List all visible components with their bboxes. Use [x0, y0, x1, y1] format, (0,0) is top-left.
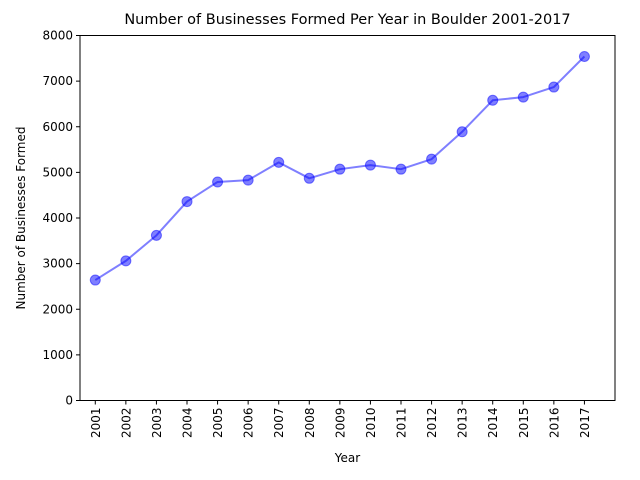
chart-title: Number of Businesses Formed Per Year in …: [124, 12, 570, 28]
plot-area: [89, 50, 590, 286]
data-point: [426, 153, 438, 165]
x-tick-label: 2009: [333, 408, 347, 439]
y-tick-label: 5000: [42, 165, 73, 179]
x-tick-label: 2017: [578, 408, 592, 439]
x-tick-label: 2014: [486, 408, 500, 439]
data-point: [487, 94, 499, 106]
data-point: [456, 126, 468, 138]
x-tick-label: 2011: [395, 408, 409, 439]
x-tick-label: 2001: [89, 408, 103, 439]
data-point: [89, 274, 101, 286]
y-tick-label: 0: [65, 394, 73, 408]
data-point: [548, 81, 560, 93]
data-point: [242, 174, 254, 186]
y-axis-ticks: 0 1000 2000 3000 4000 5000 6000 7000 8000: [42, 29, 80, 408]
x-tick-label: 2012: [425, 408, 439, 439]
x-tick-label: 2007: [272, 408, 286, 439]
x-tick-label: 2005: [211, 408, 225, 439]
x-axis-label: Year: [334, 451, 360, 465]
x-tick-label: 2006: [242, 408, 256, 439]
x-tick-label: 2003: [150, 408, 164, 439]
x-tick-label: 2016: [547, 408, 561, 439]
x-tick-label: 2002: [119, 408, 133, 439]
data-point: [364, 159, 376, 171]
data-point: [334, 163, 346, 175]
data-point: [395, 163, 407, 175]
y-tick-label: 2000: [42, 302, 73, 316]
data-point: [150, 229, 162, 241]
x-tick-label: 2015: [517, 408, 531, 439]
y-tick-label: 3000: [42, 257, 73, 271]
x-tick-label: 2013: [456, 408, 470, 439]
y-tick-label: 1000: [42, 348, 73, 362]
x-axis-ticks: 2001 2002 2003 2004 2005 2006 2007 2008 2009 2010…: [89, 400, 592, 439]
data-point: [212, 176, 224, 188]
y-tick-label: 4000: [42, 211, 73, 225]
y-axis-label: Number of Businesses Formed: [14, 127, 28, 310]
plot-frame: [79, 35, 616, 401]
y-tick-label: 8000: [42, 29, 73, 43]
x-tick-label: 2004: [181, 408, 195, 439]
data-point: [303, 172, 315, 184]
x-tick-label: 2008: [303, 408, 317, 439]
y-tick-label: 7000: [42, 74, 73, 88]
x-tick-label: 2010: [364, 408, 378, 439]
y-tick-label: 6000: [42, 120, 73, 134]
data-point: [517, 91, 529, 103]
data-point: [181, 196, 193, 208]
data-point: [120, 255, 132, 267]
data-point: [273, 156, 285, 168]
data-point: [578, 50, 590, 62]
